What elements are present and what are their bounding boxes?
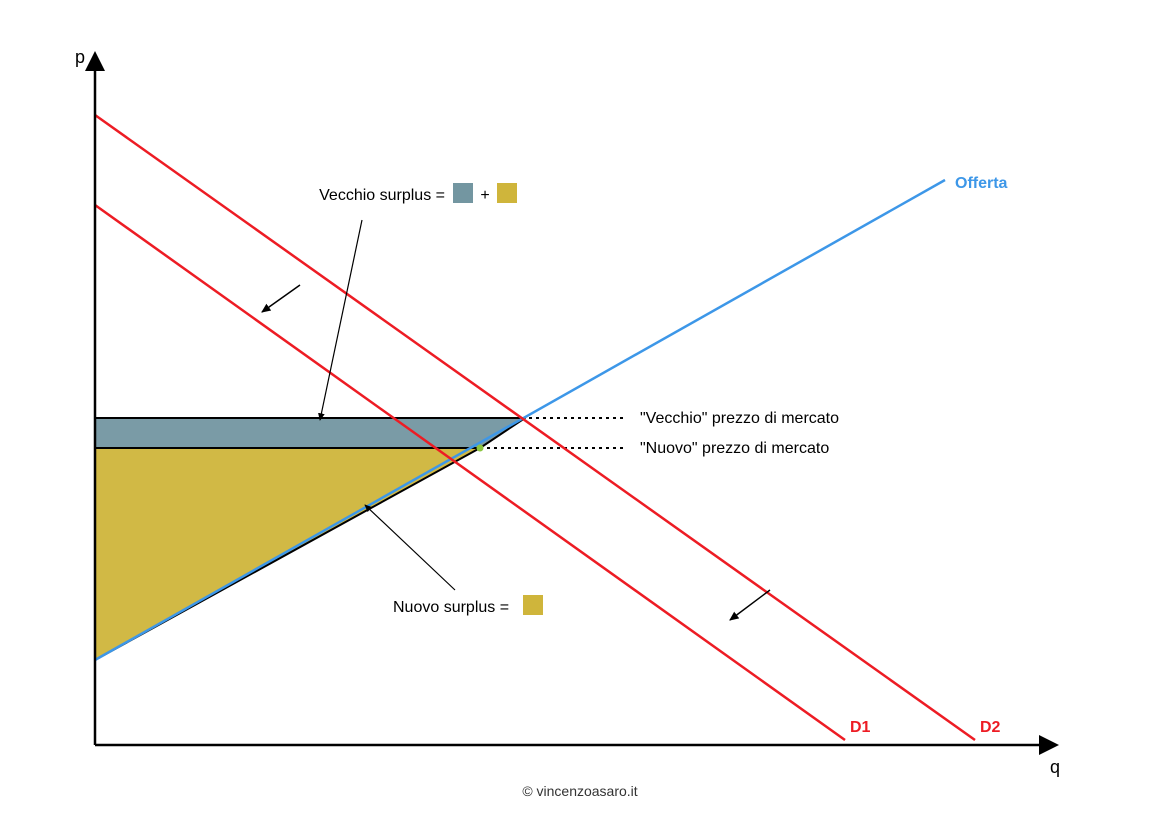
demand-label-d1: D1 bbox=[850, 719, 871, 736]
old-surplus-legend: Vecchio surplus = + bbox=[319, 183, 517, 204]
new-surplus-legend: Nuovo surplus = bbox=[393, 595, 543, 616]
new-surplus-legend-text: Nuovo surplus = bbox=[393, 599, 509, 616]
new-surplus-legend-arrow bbox=[365, 505, 455, 590]
old-surplus-swatch-grey bbox=[453, 183, 473, 203]
new-equilibrium-point bbox=[477, 445, 484, 452]
y-axis-label: p bbox=[75, 47, 85, 67]
supply-label: Offerta bbox=[955, 175, 1008, 192]
old-surplus-band bbox=[95, 418, 525, 448]
new-price-label: "Nuovo" prezzo di mercato bbox=[640, 440, 829, 457]
old-surplus-legend-text: Vecchio surplus = bbox=[319, 187, 445, 204]
copyright-footer: © vincenzoasaro.it bbox=[522, 783, 637, 799]
old-price-label: "Vecchio" prezzo di mercato bbox=[640, 410, 839, 427]
demand-label-d2: D2 bbox=[980, 719, 1001, 736]
demand-shift-arrow-lower bbox=[730, 590, 770, 620]
old-surplus-legend-plus: + bbox=[480, 187, 489, 204]
surplus-chart: Offerta D1 D2 p q "Vecchio" prezzo di me… bbox=[0, 0, 1160, 820]
x-axis-label: q bbox=[1050, 757, 1060, 777]
new-surplus-swatch bbox=[523, 595, 543, 615]
demand-shift-arrow-upper bbox=[262, 285, 300, 312]
old-surplus-swatch-gold bbox=[497, 183, 517, 203]
